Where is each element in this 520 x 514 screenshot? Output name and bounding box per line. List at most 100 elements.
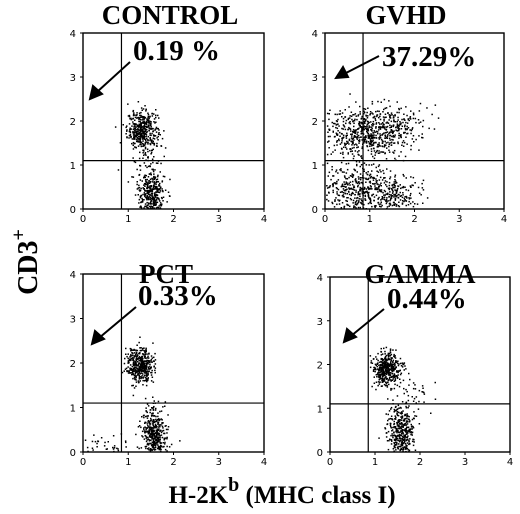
scatter-point — [142, 121, 145, 123]
scatter-point — [376, 114, 378, 116]
scatter-point — [147, 204, 149, 206]
scatter-point — [405, 402, 408, 404]
scatter-point — [129, 130, 131, 133]
scatter-point — [133, 348, 135, 351]
scatter-point — [152, 406, 155, 409]
scatter-point — [345, 163, 348, 165]
scatter-point — [328, 147, 330, 149]
scatter-point — [148, 361, 150, 364]
scatter-point — [168, 195, 171, 197]
scatter-point — [388, 132, 390, 135]
scatter-point — [365, 164, 368, 166]
scatter-point — [393, 142, 395, 144]
scatter-point — [342, 151, 344, 154]
scatter-point — [383, 182, 386, 184]
scatter-point — [371, 127, 373, 130]
scatter-point — [153, 443, 155, 446]
scatter-point — [402, 363, 405, 366]
scatter-point — [385, 129, 387, 131]
scatter-point — [364, 126, 366, 128]
scatter-point — [339, 110, 341, 112]
scatter-point — [155, 443, 157, 446]
scatter-point — [327, 200, 330, 202]
scatter-point — [141, 369, 143, 372]
scatter-point — [147, 114, 150, 116]
scatter-point — [404, 430, 407, 432]
scatter-point — [127, 115, 130, 117]
scatter-point — [367, 135, 369, 137]
scatter-point — [407, 426, 410, 428]
scatter-point — [155, 203, 157, 206]
scatter-point — [151, 181, 154, 183]
scatter-point — [385, 116, 387, 118]
scatter-point — [164, 405, 166, 407]
scatter-point — [338, 125, 340, 127]
scatter-point — [375, 110, 377, 113]
scatter-point — [133, 355, 135, 357]
scatter-point — [376, 373, 379, 375]
scatter-point — [152, 161, 154, 164]
scatter-point — [381, 151, 384, 153]
scatter-point — [399, 419, 401, 421]
scatter-point — [146, 380, 148, 382]
scatter-point — [132, 128, 135, 131]
scatter-point — [137, 426, 140, 428]
scatter-point — [379, 189, 381, 191]
scatter-point — [372, 193, 375, 196]
scatter-point — [402, 436, 404, 438]
scatter-point — [127, 372, 130, 374]
scatter-point — [380, 364, 382, 367]
scatter-point — [383, 365, 385, 367]
scatter-point — [153, 442, 156, 444]
scatter-point — [386, 366, 388, 369]
scatter-point — [151, 158, 154, 160]
x-tick-label: 2 — [170, 214, 176, 225]
scatter-point — [401, 366, 404, 368]
scatter-point — [378, 374, 380, 376]
scatter-point — [137, 130, 139, 133]
scatter-point — [144, 133, 147, 135]
scatter-point — [351, 153, 354, 155]
scatter-point — [366, 117, 369, 119]
scatter-point — [394, 415, 396, 417]
scatter-point — [147, 176, 150, 178]
scatter-point — [96, 446, 98, 448]
scatter-point — [332, 131, 334, 133]
scatter-point — [353, 114, 355, 116]
scatter-point — [375, 205, 377, 207]
scatter-point — [398, 134, 400, 137]
scatter-point — [135, 375, 137, 377]
scatter-point — [145, 196, 148, 199]
scatter-point — [400, 128, 403, 130]
scatter-point — [382, 370, 385, 373]
scatter-point — [140, 362, 143, 364]
scatter-point — [367, 129, 369, 131]
scatter-point — [395, 189, 397, 192]
scatter-point — [394, 439, 396, 442]
scatter-point — [149, 442, 151, 445]
scatter-point — [140, 206, 142, 208]
scatter-point — [145, 376, 147, 379]
scatter-point — [126, 130, 128, 132]
scatter-point — [351, 147, 354, 149]
scatter-point — [402, 140, 405, 142]
scatter-point — [133, 138, 136, 140]
y-tick-label: 1 — [312, 161, 318, 172]
scatter-point — [128, 362, 130, 364]
scatter-point — [140, 377, 142, 380]
scatter-point — [386, 377, 389, 380]
scatter-point — [367, 193, 370, 196]
scatter-point — [381, 134, 383, 136]
scatter-point — [366, 127, 368, 129]
scatter-point — [378, 371, 380, 374]
scatter-point — [340, 169, 342, 172]
scatter-point — [374, 182, 376, 185]
scatter-point — [400, 422, 403, 424]
scatter-point — [131, 125, 133, 127]
scatter-point — [329, 135, 331, 138]
scatter-point — [139, 136, 142, 138]
scatter-point — [358, 200, 360, 202]
scatter-point — [360, 133, 362, 135]
scatter-point — [373, 196, 376, 198]
scatter-point — [377, 183, 379, 186]
